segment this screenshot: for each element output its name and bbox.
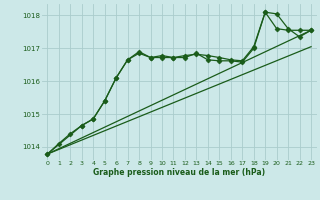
X-axis label: Graphe pression niveau de la mer (hPa): Graphe pression niveau de la mer (hPa) <box>93 168 265 177</box>
